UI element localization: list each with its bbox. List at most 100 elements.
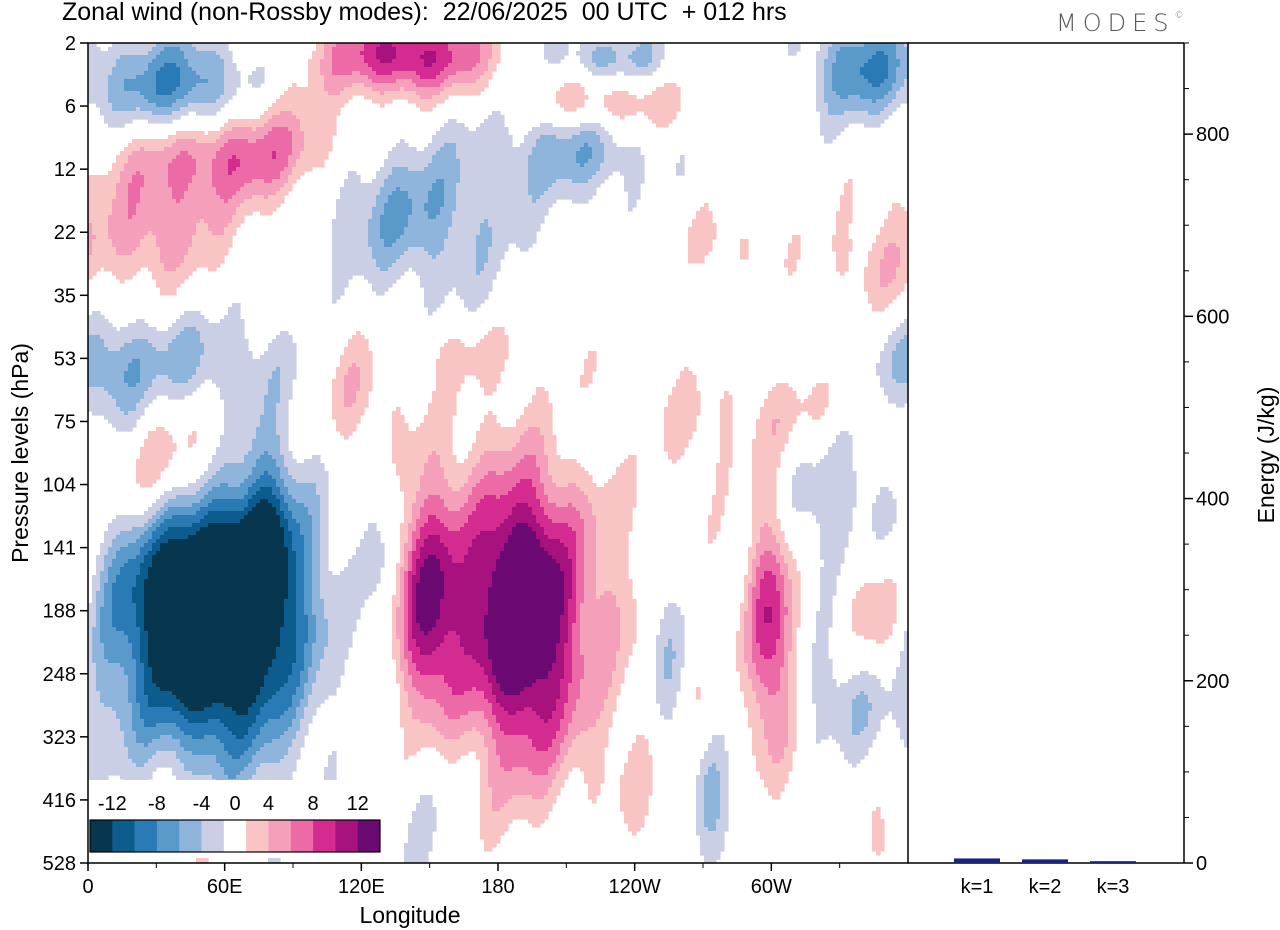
field-cell <box>436 191 441 196</box>
field-cell <box>188 107 193 112</box>
field-cell <box>372 95 377 100</box>
field-cell <box>840 71 845 76</box>
field-cell <box>164 119 169 124</box>
field-cell <box>560 155 565 160</box>
field-cell <box>292 99 297 104</box>
field-cell <box>868 83 873 88</box>
field-cell <box>248 183 253 188</box>
field-cell <box>504 195 509 200</box>
field-cell <box>96 203 101 208</box>
field-cell <box>128 211 133 216</box>
field-cell <box>304 147 309 152</box>
field-cell <box>296 87 301 92</box>
field-cell <box>300 151 305 156</box>
field-cell <box>216 159 221 164</box>
field-cell <box>556 183 561 188</box>
field-cell <box>448 211 453 216</box>
field-cell <box>140 163 145 168</box>
field-cell <box>432 103 437 108</box>
field-cell <box>116 187 121 192</box>
field-cell <box>416 215 421 220</box>
field-cell <box>200 103 205 108</box>
field-cell <box>128 75 133 80</box>
field-cell <box>296 151 301 156</box>
field-cell <box>440 219 445 224</box>
field-cell <box>312 131 317 136</box>
field-cell <box>188 219 193 224</box>
field-cell <box>620 171 625 176</box>
field-cell <box>120 103 125 108</box>
field-cell <box>512 187 517 192</box>
field-cell <box>268 147 273 152</box>
field-cell <box>252 199 257 204</box>
field-cell <box>172 111 177 116</box>
field-cell <box>828 75 833 80</box>
field-cell <box>136 175 141 180</box>
field-cell <box>168 87 173 92</box>
field-cell <box>832 107 837 112</box>
field-cell <box>344 207 349 212</box>
field-cell <box>236 75 241 80</box>
field-cell <box>340 59 345 64</box>
field-cell <box>152 47 157 52</box>
field-cell <box>360 199 365 204</box>
field-cell <box>188 171 193 176</box>
field-cell <box>552 143 557 148</box>
field-cell <box>240 135 245 140</box>
field-cell <box>496 203 501 208</box>
field-cell <box>96 103 101 108</box>
field-cell <box>456 135 461 140</box>
field-cell <box>528 163 533 168</box>
field-cell <box>460 187 465 192</box>
field-cell <box>424 203 429 208</box>
field-cell <box>168 219 173 224</box>
field-cell <box>244 123 249 128</box>
field-cell <box>112 71 117 76</box>
field-cell <box>572 107 577 112</box>
field-cell <box>892 83 897 88</box>
field-cell <box>572 199 577 204</box>
field-cell <box>460 91 465 96</box>
field-cell <box>624 111 629 116</box>
field-cell <box>608 95 613 100</box>
field-cell <box>492 147 497 152</box>
field-cell <box>388 207 393 212</box>
field-cell <box>380 95 385 100</box>
field-cell <box>500 203 505 208</box>
field-cell <box>396 199 401 204</box>
field-cell <box>252 75 257 80</box>
field-cell <box>96 223 101 228</box>
field-cell <box>536 159 541 164</box>
field-cell <box>480 167 485 172</box>
field-cell <box>156 75 161 80</box>
field-cell <box>220 79 225 84</box>
field-cell <box>604 51 609 56</box>
field-cell <box>308 167 313 172</box>
field-cell <box>240 211 245 216</box>
field-cell <box>244 187 249 192</box>
field-cell <box>416 63 421 68</box>
field-cell <box>212 111 217 116</box>
field-cell <box>900 79 905 84</box>
field-cell <box>564 139 569 144</box>
field-cell <box>140 203 145 208</box>
field-cell <box>384 191 389 196</box>
field-cell <box>336 219 341 224</box>
field-cell <box>480 151 485 156</box>
field-cell <box>236 183 241 188</box>
field-cell <box>488 199 493 204</box>
field-cell <box>284 143 289 148</box>
field-cell <box>316 91 321 96</box>
field-cell <box>116 219 121 224</box>
field-cell <box>180 91 185 96</box>
field-cell <box>612 147 617 152</box>
field-cell <box>836 79 841 84</box>
field-cell <box>160 167 165 172</box>
field-cell <box>204 175 209 180</box>
field-cell <box>340 99 345 104</box>
field-cell <box>680 167 685 172</box>
field-cell <box>152 59 157 64</box>
field-cell <box>576 87 581 92</box>
field-cell <box>496 147 501 152</box>
field-cell <box>256 147 261 152</box>
